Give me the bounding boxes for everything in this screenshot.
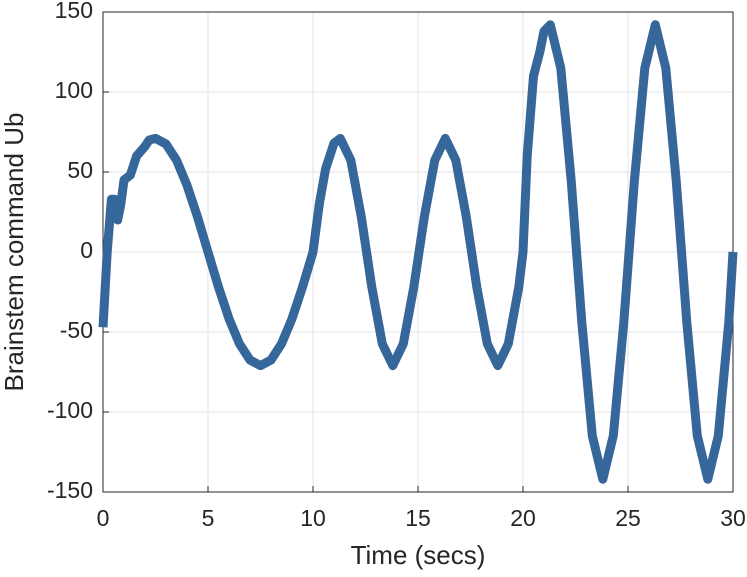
y-tick-label: -50 <box>60 317 93 343</box>
data-line <box>98 20 738 484</box>
x-tick-label: 5 <box>202 505 215 531</box>
x-tick-label: 30 <box>720 505 746 531</box>
y-tick-label: 0 <box>80 237 93 263</box>
x-tick-label: 10 <box>300 505 326 531</box>
y-tick-label: 150 <box>55 0 93 23</box>
y-tick-label: 100 <box>55 77 93 103</box>
x-axis-label: Time (secs) <box>351 540 486 570</box>
x-tick-label: 15 <box>405 505 431 531</box>
x-tick-label: 20 <box>510 505 536 531</box>
y-axis-label: Brainstem command Ub <box>0 113 29 392</box>
x-tick-label: 25 <box>615 505 641 531</box>
x-tick-label: 0 <box>97 505 110 531</box>
y-tick-label: 50 <box>67 157 93 183</box>
y-tick-label: -150 <box>47 477 93 503</box>
y-tick-label: -100 <box>47 397 93 423</box>
